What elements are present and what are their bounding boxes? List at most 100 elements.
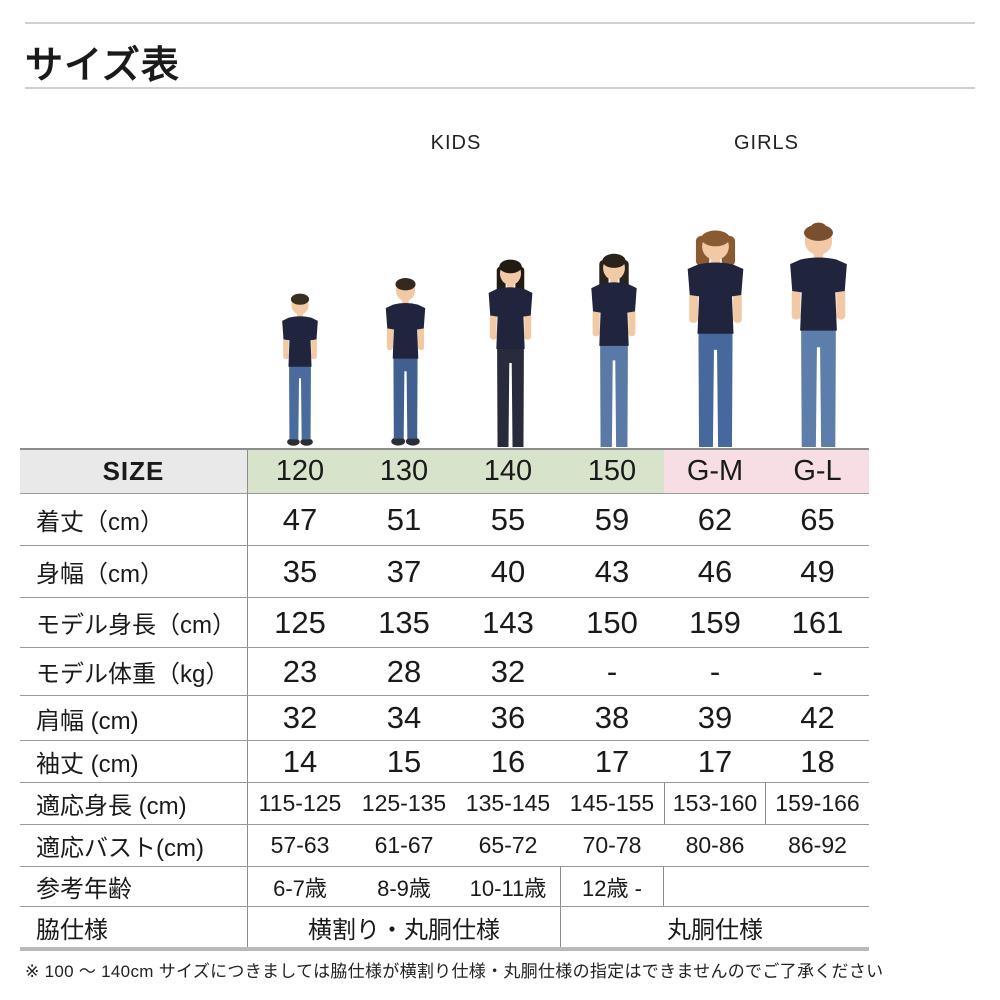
table-row-model_weight: モデル体重（kg） 23 28 32 - - - <box>20 648 869 696</box>
cell-fit_bust-120: 57-63 <box>270 832 330 858</box>
model-photo-130 <box>369 273 442 447</box>
row-label-shoulder_width: 肩幅 (cm) <box>20 696 248 740</box>
size-col-150: 150 <box>560 450 664 493</box>
cell-body_length-G-L: 65 <box>800 501 835 537</box>
cell-fit_height-150: 145-155 <box>569 790 655 816</box>
cell-model_height-150: 150 <box>586 604 638 640</box>
cell-model_height-130: 135 <box>378 604 430 640</box>
cell-model_weight-150: - <box>606 653 618 689</box>
cell-sleeve_length-G-L: 18 <box>800 743 835 779</box>
footnote: ※ 100 ～ 140cm サイズにつきましては脇仕様が横割り仕様・丸胴仕様の指… <box>25 962 884 981</box>
size-table: SIZE 120 130 140 150 G-M G-L 着丈（cm） 47 51 55 59 62 65… <box>20 448 869 947</box>
cell-shoulder_width-G-M: 39 <box>697 700 733 735</box>
model-figure-svg <box>687 230 743 447</box>
cell-fit_height-G-L: 159-166 <box>775 790 860 816</box>
table-row-sleeve_length: 袖丈 (cm) 14 15 16 17 17 18 <box>20 741 869 783</box>
size-header-label: SIZE <box>20 450 248 493</box>
cell-body_width-130: 37 <box>386 553 422 589</box>
cell-fit_height-G-M: 153-160 <box>664 783 766 824</box>
cell-shoulder_width-140: 36 <box>490 700 526 735</box>
cell-model_weight-130: 28 <box>386 653 422 689</box>
cell-reference_age-140: 10-11歳 <box>469 875 547 901</box>
table-row-reference_age: 参考年齢 6-7歳 8-9歳 10-11歳 12歳 - <box>20 867 869 907</box>
cell-body_length-150: 59 <box>594 501 630 537</box>
row-label-fit_bust: 適応バスト(cm) <box>20 825 248 866</box>
cell-body_width-G-M: 46 <box>697 553 733 589</box>
model-photo-G-M <box>664 224 767 447</box>
divider-top <box>25 22 975 24</box>
cell-body_width-G-L: 49 <box>800 553 835 589</box>
cell-body_length-G-M: 62 <box>697 501 733 537</box>
row-label-body_length: 着丈（cm） <box>20 494 248 545</box>
model-figure-svg <box>789 222 847 447</box>
model-photo-140 <box>470 254 551 447</box>
cell-model_weight-120: 23 <box>282 653 318 689</box>
model-photo-120 <box>267 289 333 447</box>
cell-model_weight-G-M: - <box>709 653 721 689</box>
kids-group-header: KIDS <box>430 132 482 154</box>
table-row-fit_bust: 適応バスト(cm) 57-63 61-67 65-72 70-78 80-86 86-92 <box>20 825 869 867</box>
cell-model_weight-140: 32 <box>490 653 526 689</box>
table-row-side_spec: 脇仕様 横割り・丸胴仕様 丸胴仕様 <box>20 907 869 947</box>
table-row-body_length: 着丈（cm） 47 51 55 59 62 65 <box>20 494 869 546</box>
cell-reference_age-G-M <box>664 867 766 906</box>
cell-fit_height-140: 135-145 <box>465 790 551 816</box>
cell-shoulder_width-G-L: 42 <box>800 700 835 735</box>
cell-side_spec-kids: 横割り・丸胴仕様 <box>308 916 500 944</box>
size-col-140: 140 <box>456 450 560 493</box>
model-figure-svg <box>488 259 532 447</box>
cell-side_spec-girls: 丸胴仕様 <box>560 907 869 947</box>
table-row-body_width: 身幅（cm） 35 37 40 43 46 49 <box>20 546 869 598</box>
row-label-body_width: 身幅（cm） <box>20 546 248 597</box>
cell-model_height-G-M: 159 <box>689 604 741 640</box>
cell-model_height-G-L: 161 <box>791 604 844 640</box>
cell-sleeve_length-130: 15 <box>386 743 422 779</box>
cell-model_height-120: 125 <box>274 604 326 640</box>
model-photos <box>0 0 1000 447</box>
size-col-G-L: G-L <box>766 450 869 493</box>
cell-fit_height-130: 125-135 <box>361 790 447 816</box>
cell-fit_bust-150: 70-78 <box>582 832 642 858</box>
cell-reference_age-G-L <box>766 867 869 906</box>
cell-fit_bust-130: 61-67 <box>374 832 434 858</box>
model-figure-svg <box>385 278 425 446</box>
cell-model_height-140: 143 <box>482 604 534 640</box>
cell-shoulder_width-130: 34 <box>386 700 422 735</box>
row-label-fit_height: 適応身長 (cm) <box>20 783 248 824</box>
page-title: サイズ表 <box>25 45 180 87</box>
divider-under-title <box>25 87 975 89</box>
cell-sleeve_length-140: 16 <box>490 743 526 779</box>
cell-reference_age-130: 8-9歳 <box>377 875 431 901</box>
cell-reference_age-120: 6-7歳 <box>273 875 327 901</box>
cell-fit_height-120: 115-125 <box>258 790 342 816</box>
size-col-120: 120 <box>248 450 352 493</box>
row-label-model_weight: モデル体重（kg） <box>20 648 248 695</box>
row-label-reference_age: 参考年齢 <box>20 867 248 906</box>
cell-model_weight-G-L: - <box>812 653 823 689</box>
row-label-side_spec: 脇仕様 <box>20 907 248 947</box>
table-row-fit_height: 適応身長 (cm) 115-125 125-135 135-145 145-155 153… <box>20 783 869 825</box>
model-figure-svg <box>282 293 318 446</box>
cell-body_width-140: 40 <box>490 553 526 589</box>
cell-shoulder_width-120: 32 <box>282 700 318 735</box>
size-col-130: 130 <box>352 450 456 493</box>
girls-group-header: GIRLS <box>733 132 800 154</box>
cell-fit_bust-G-L: 86-92 <box>788 832 847 858</box>
table-row-shoulder_width: 肩幅 (cm) 32 34 36 38 39 42 <box>20 696 869 741</box>
table-row-model_height: モデル身長（cm） 125 135 143 150 159 161 <box>20 598 869 648</box>
cell-shoulder_width-150: 38 <box>594 700 630 735</box>
size-header-row: SIZE 120 130 140 150 G-M G-L <box>20 450 869 494</box>
cell-body_width-150: 43 <box>594 553 630 589</box>
table-bottom-border <box>20 947 869 951</box>
model-photo-G-L <box>766 218 871 447</box>
model-figure-svg <box>591 253 637 447</box>
cell-sleeve_length-G-M: 17 <box>697 743 733 779</box>
cell-body_length-140: 55 <box>490 501 526 537</box>
row-label-sleeve_length: 袖丈 (cm) <box>20 741 248 782</box>
cell-body_length-130: 51 <box>386 501 422 537</box>
cell-reference_age-150: 12歳 - <box>560 867 664 906</box>
cell-sleeve_length-120: 14 <box>282 743 318 779</box>
model-photo-150 <box>572 248 656 447</box>
cell-sleeve_length-150: 17 <box>594 743 630 779</box>
